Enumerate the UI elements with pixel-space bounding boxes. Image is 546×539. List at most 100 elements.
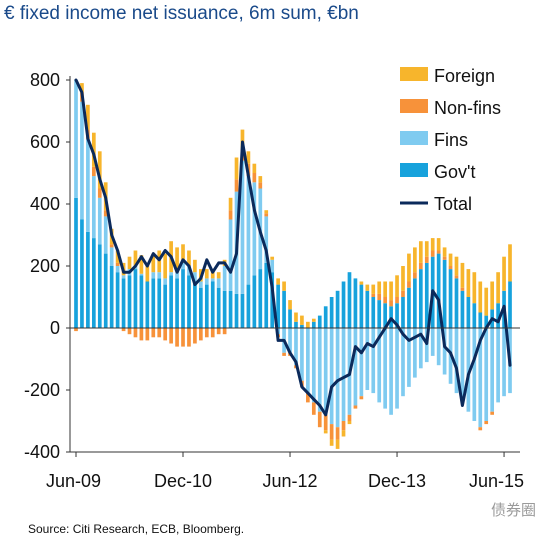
source-note: Source: Citi Research, ECB, Bloomberg. (28, 522, 245, 536)
bar-nonfins (91, 166, 96, 177)
bar-govt (436, 253, 441, 328)
bar-foreign (294, 312, 298, 322)
bar-foreign (91, 132, 96, 167)
legend-fins-label: Fins (434, 130, 468, 150)
bar-nonfins (264, 213, 269, 217)
bar-foreign (300, 315, 304, 325)
bar-govt (371, 297, 376, 328)
bar-govt (80, 219, 84, 328)
bar-nonfins (424, 256, 429, 263)
bar-govt (222, 290, 227, 328)
bar-foreign (466, 269, 471, 297)
bar-fins (175, 272, 179, 279)
bar-fins (91, 176, 96, 239)
bar-nonfins (127, 328, 132, 335)
y-tick-label: 400 (30, 194, 60, 214)
legend-foreign-label: Foreign (434, 66, 495, 86)
bar-foreign (478, 281, 483, 313)
bar-govt (145, 281, 150, 328)
bar-govt (204, 284, 209, 328)
bar-nonfins (442, 256, 447, 260)
x-tick-label: Dec-10 (154, 471, 212, 491)
bar-nonfins (216, 328, 221, 335)
bar-nonfins (401, 290, 405, 297)
bar-govt (181, 269, 185, 328)
bar-foreign (311, 318, 316, 322)
bar-govt (311, 321, 316, 328)
x-tick-label: Jun-12 (263, 471, 318, 491)
bar-nonfins (97, 188, 102, 198)
bar-govt (317, 315, 322, 328)
bar-govt (133, 269, 138, 328)
bar-foreign (210, 269, 215, 279)
bar-fins (163, 278, 168, 285)
bar-foreign (365, 284, 370, 291)
bar-govt (210, 281, 215, 328)
x-tick-label: Dec-13 (368, 471, 426, 491)
bar-foreign (115, 250, 120, 263)
bar-foreign (472, 272, 477, 304)
bar-foreign (234, 157, 239, 180)
bar-foreign (163, 253, 168, 279)
bar-nonfins (193, 328, 197, 344)
bar-fins (103, 216, 108, 254)
bar-fins (490, 328, 495, 412)
bar-nonfins (413, 272, 417, 279)
bar-foreign (424, 241, 429, 257)
y-tick-label: -200 (24, 380, 60, 400)
bar-nonfins (109, 244, 114, 248)
bar-nonfins (169, 328, 173, 344)
bar-fins (97, 197, 102, 245)
bar-foreign (145, 262, 150, 282)
bar-fins (204, 278, 209, 285)
bar-nonfins (353, 405, 358, 409)
bar-fins (311, 328, 316, 403)
bar-govt (484, 315, 489, 328)
bar-fins (502, 328, 506, 397)
bar-fins (460, 328, 465, 403)
total-line-layer (74, 78, 512, 417)
bar-fins (430, 328, 435, 356)
bar-foreign (323, 430, 328, 434)
bar-govt (300, 324, 304, 328)
bar-govt (276, 284, 280, 328)
bar-govt (496, 303, 500, 328)
bar-govt (264, 262, 269, 328)
legend: Foreign Non-fins Fins Gov't Total (400, 66, 501, 214)
bar-foreign (508, 244, 512, 282)
bar-foreign (490, 281, 495, 310)
bar-nonfins (115, 262, 120, 266)
bar-fins (86, 138, 90, 232)
bar-nonfins (311, 402, 316, 415)
bar-nonfins (484, 421, 489, 425)
bar-govt (377, 300, 382, 328)
bar-govt (151, 278, 156, 328)
bar-fins (139, 273, 144, 276)
bar-foreign (175, 247, 179, 273)
bar-foreign (264, 210, 269, 214)
legend-total-label: Total (434, 194, 472, 214)
bar-govt (329, 297, 334, 328)
bar-fins (193, 272, 197, 282)
bar-fins (240, 160, 245, 294)
bar-nonfins (418, 262, 423, 270)
bar-fins (359, 328, 364, 397)
bar-nonfins (430, 250, 435, 257)
bar-foreign (395, 275, 399, 297)
bars-layer (74, 80, 512, 449)
bar-foreign (413, 247, 417, 273)
bar-govt (401, 297, 405, 328)
bar-foreign (484, 287, 489, 316)
bar-govt (407, 287, 411, 328)
bar-fins (365, 328, 370, 390)
bar-fins (442, 328, 447, 375)
bar-nonfins (157, 328, 162, 338)
bar-fins (222, 266, 227, 291)
bar-fins (413, 328, 417, 378)
y-tick-label: 0 (50, 318, 60, 338)
bar-govt (258, 269, 263, 328)
bar-foreign (157, 250, 162, 273)
x-tick-label: Jun-09 (46, 471, 101, 491)
bar-nonfins (448, 266, 453, 270)
